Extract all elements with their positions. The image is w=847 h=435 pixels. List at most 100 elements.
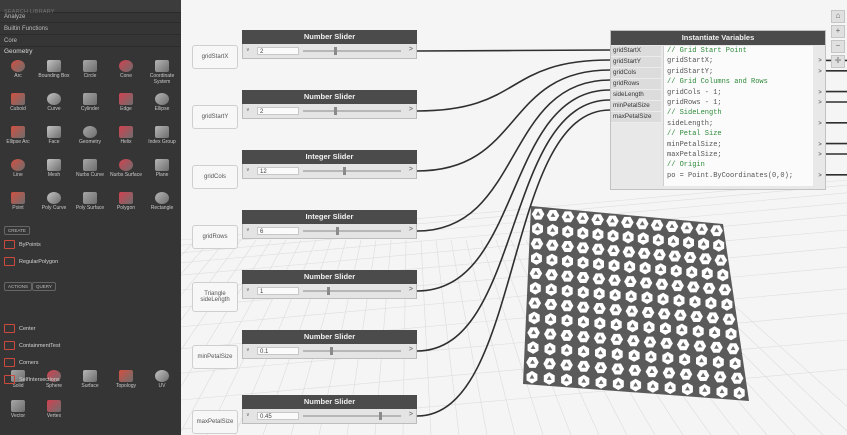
slider-value[interactable]: 0.1 xyxy=(257,347,299,355)
slider-node-5[interactable]: Number Slider ∨ 0.1 > xyxy=(242,330,417,359)
library-search-input[interactable] xyxy=(0,6,178,18)
code-output-port[interactable]: > xyxy=(818,89,822,96)
output-port-icon[interactable]: > xyxy=(408,106,413,113)
slider-thumb[interactable] xyxy=(336,227,340,235)
code-output-port[interactable]: > xyxy=(818,120,822,127)
create-item-regularpolygon[interactable]: RegularPolygon xyxy=(4,255,58,269)
code-input-port-gridStartY[interactable]: gridStartY xyxy=(611,57,661,68)
library-item-polygon[interactable]: Polygon xyxy=(108,190,144,220)
library-item-surface[interactable]: Surface xyxy=(72,368,108,398)
output-port-icon[interactable]: > xyxy=(408,166,413,173)
code-editor[interactable]: // Grid Start Point gridStartX; gridStartY… xyxy=(663,46,813,186)
output-port-icon[interactable]: > xyxy=(408,286,413,293)
wire-2[interactable] xyxy=(416,69,611,172)
slider-track[interactable] xyxy=(303,47,401,55)
slider-track[interactable] xyxy=(303,227,401,235)
slider-node-0[interactable]: Number Slider ∨ 2 > xyxy=(242,30,417,59)
library-item-uv[interactable]: UV xyxy=(144,368,180,398)
zoom-in-icon[interactable]: + xyxy=(831,25,845,38)
input-tag-1[interactable]: gridStartY xyxy=(192,105,238,129)
slider-value[interactable]: 2 xyxy=(257,107,299,115)
create-chip[interactable]: CREATE xyxy=(4,226,30,235)
code-output-port[interactable]: > xyxy=(818,68,822,75)
library-item-plane[interactable]: Plane xyxy=(144,157,180,187)
slider-value[interactable]: 12 xyxy=(257,167,299,175)
chevron-down-icon[interactable]: ∨ xyxy=(246,412,250,418)
wire-3[interactable] xyxy=(416,79,611,232)
library-item-poly-curve[interactable]: Poly Curve xyxy=(36,190,72,220)
code-output-port[interactable]: > xyxy=(818,99,822,106)
library-section-builtin[interactable]: Builtin Functions xyxy=(0,24,181,35)
slider-thumb[interactable] xyxy=(334,47,338,55)
slider-value[interactable]: 6 xyxy=(257,227,299,235)
action-item-center[interactable]: Center xyxy=(4,322,36,336)
input-tag-0[interactable]: gridStartX xyxy=(192,45,238,69)
slider-track[interactable] xyxy=(303,347,401,355)
slider-track[interactable] xyxy=(303,107,401,115)
library-category-geometry[interactable]: Geometry xyxy=(4,48,33,55)
slider-value[interactable]: 0.45 xyxy=(257,412,299,420)
output-port-icon[interactable]: > xyxy=(408,226,413,233)
slider-thumb[interactable] xyxy=(329,347,333,355)
library-item-vector[interactable]: Vector xyxy=(0,398,36,428)
input-tag-5[interactable]: minPetalSize xyxy=(192,345,238,369)
library-item-arc[interactable]: Arc xyxy=(0,58,36,88)
library-item-cuboid[interactable]: Cuboid xyxy=(0,91,36,121)
code-input-port-gridRows[interactable]: gridRows xyxy=(611,79,661,90)
library-item-circle[interactable]: Circle xyxy=(72,58,108,88)
chevron-down-icon[interactable]: ∨ xyxy=(246,47,250,53)
code-output-port[interactable]: > xyxy=(818,151,822,158)
query-chip[interactable]: QUERY xyxy=(32,282,56,291)
output-port-icon[interactable]: > xyxy=(408,346,413,353)
chevron-down-icon[interactable]: ∨ xyxy=(246,287,250,293)
code-block-node[interactable]: Instantiate Variables gridStartX gridStar… xyxy=(610,30,826,190)
slider-value[interactable]: 1 xyxy=(257,287,299,295)
actions-chip[interactable]: ACTIONS xyxy=(4,282,33,291)
wire-0[interactable] xyxy=(416,49,611,52)
library-item-curve[interactable]: Curve xyxy=(36,91,72,121)
slider-track[interactable] xyxy=(303,412,401,420)
library-item-ellipse-arc[interactable]: Ellipse Arc xyxy=(0,124,36,154)
code-output-port[interactable]: > xyxy=(818,58,822,65)
zoom-out-icon[interactable]: − xyxy=(831,40,845,53)
library-item-line[interactable]: Line xyxy=(0,157,36,187)
code-output-port[interactable]: > xyxy=(818,172,822,179)
library-item-index-group[interactable]: Index Group xyxy=(144,124,180,154)
library-item-ellipse[interactable]: Ellipse xyxy=(144,91,180,121)
output-port-icon[interactable]: > xyxy=(408,46,413,53)
library-item-cylinder[interactable]: Cylinder xyxy=(72,91,108,121)
wire-6[interactable] xyxy=(416,109,611,417)
slider-value[interactable]: 2 xyxy=(257,47,299,55)
library-item-bounding-box[interactable]: Bounding Box xyxy=(36,58,72,88)
code-output-port[interactable]: > xyxy=(818,141,822,148)
library-item-geometry[interactable]: Geometry xyxy=(72,124,108,154)
input-tag-4[interactable]: Triangle sideLength xyxy=(192,282,238,312)
library-section-analyze[interactable]: Analyze xyxy=(0,12,181,23)
library-item-point[interactable]: Point xyxy=(0,190,36,220)
output-port-icon[interactable]: > xyxy=(408,411,413,418)
slider-node-3[interactable]: Integer Slider ∨ 6 > xyxy=(242,210,417,239)
create-item-bypoints[interactable]: ByPoints xyxy=(4,238,41,252)
wire-4[interactable] xyxy=(416,89,611,292)
library-item-cone[interactable]: Cone xyxy=(108,58,144,88)
action-item-selfintersections[interactable]: SelfIntersections xyxy=(4,373,60,387)
code-input-port-sideLength[interactable]: sideLength xyxy=(611,90,661,101)
wire-1[interactable] xyxy=(416,59,611,112)
library-item-helix[interactable]: Helix xyxy=(108,124,144,154)
code-input-port-minPetalSize[interactable]: minPetalSize xyxy=(611,101,661,112)
slider-thumb[interactable] xyxy=(334,107,338,115)
input-tag-6[interactable]: maxPetalSize xyxy=(192,410,238,434)
library-item-vertex[interactable]: Vertex xyxy=(36,398,72,428)
slider-thumb[interactable] xyxy=(342,167,346,175)
library-item-face[interactable]: Face xyxy=(36,124,72,154)
library-item-nurbs-curve[interactable]: Nurbs Curve xyxy=(72,157,108,187)
slider-track[interactable] xyxy=(303,167,401,175)
chevron-down-icon[interactable]: ∨ xyxy=(246,167,250,173)
chevron-down-icon[interactable]: ∨ xyxy=(246,347,250,353)
slider-node-2[interactable]: Integer Slider ∨ 12 > xyxy=(242,150,417,179)
input-tag-2[interactable]: gridCols xyxy=(192,165,238,189)
slider-node-6[interactable]: Number Slider ∨ 0.45 > xyxy=(242,395,417,424)
slider-track[interactable] xyxy=(303,287,401,295)
library-section-core[interactable]: Core xyxy=(0,36,181,47)
input-tag-3[interactable]: gridRows xyxy=(192,225,238,249)
